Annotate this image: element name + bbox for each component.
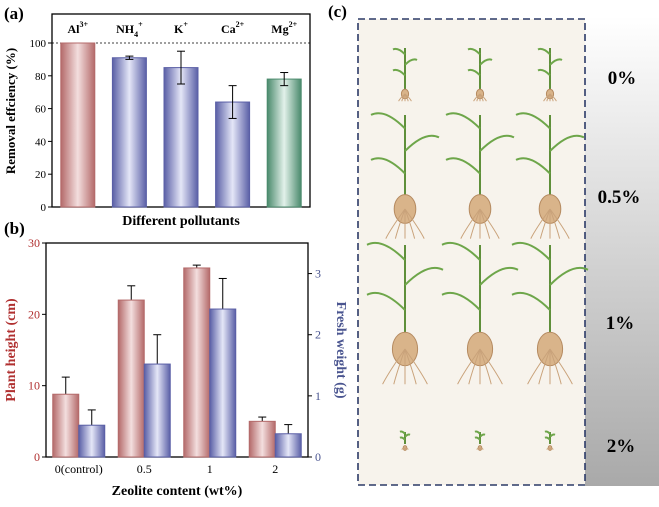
row-label-3: 2% xyxy=(607,436,636,457)
seedling xyxy=(467,47,493,102)
y-tick-label: 40 xyxy=(35,136,47,148)
bar xyxy=(111,57,147,208)
panel-b-left-y-ticks: 0 10 20 30 xyxy=(28,236,46,464)
seedling xyxy=(441,241,519,385)
seedling xyxy=(544,430,556,451)
y-tick-label-right: 2 xyxy=(315,328,321,342)
category-label: 0(control) xyxy=(55,462,103,476)
seedling xyxy=(370,112,440,239)
seedling xyxy=(515,112,585,239)
category-label: 1 xyxy=(207,462,213,476)
y-tick-label-left: 0 xyxy=(34,450,40,464)
panel-c-label: (c) xyxy=(328,2,347,21)
panel-b-x-axis-label: Zeolite content (wt%) xyxy=(112,484,243,499)
panel-c-gradient-strip xyxy=(585,16,659,486)
seedling xyxy=(511,241,589,385)
category-label: 0.5 xyxy=(137,462,152,476)
panel-c-dashed-frame xyxy=(357,18,586,486)
bar xyxy=(163,67,199,208)
bar xyxy=(60,42,96,208)
y-tick-label: 100 xyxy=(30,38,47,50)
seedling xyxy=(366,241,444,385)
bar xyxy=(209,308,237,458)
category-label: K+ xyxy=(174,20,188,36)
seedling-photo-area xyxy=(366,47,589,451)
bar xyxy=(143,363,171,458)
category-label: Al3+ xyxy=(68,20,89,36)
y-tick-label-right: 3 xyxy=(315,267,321,281)
y-tick-label-right: 1 xyxy=(315,389,321,403)
bar xyxy=(266,78,302,208)
panel-a-y-ticks: 0 20 40 60 80 100 xyxy=(30,38,310,214)
y-tick-label-left: 20 xyxy=(28,307,40,321)
seedling xyxy=(474,430,486,451)
row-label-0: 0% xyxy=(608,68,637,89)
y-tick-label: 0 xyxy=(41,202,47,214)
bar xyxy=(117,299,145,458)
y-tick-label: 60 xyxy=(35,104,47,116)
panel-b-right-axis-label: Fresh weight (g) xyxy=(333,302,348,399)
y-tick-label: 80 xyxy=(35,71,47,83)
y-tick-label: 20 xyxy=(35,169,47,181)
bar xyxy=(248,420,276,458)
panel-c: (c) 0% 0.5% 1% 2% xyxy=(328,2,659,486)
seedling xyxy=(392,47,418,102)
y-tick-label-right: 0 xyxy=(315,450,321,464)
panel-b-bars xyxy=(52,264,302,458)
bar xyxy=(52,393,80,458)
category-label: Ca2+ xyxy=(221,20,245,36)
row-label-2: 1% xyxy=(606,313,635,334)
seedling xyxy=(445,112,515,239)
panel-a-label: (a) xyxy=(4,4,24,23)
panel-a-x-axis-label: Different pollutants xyxy=(122,214,240,229)
y-tick-label-left: 30 xyxy=(28,236,40,250)
seedling xyxy=(537,47,563,102)
panel-b-category-labels: 0(control) 0.5 1 2 xyxy=(55,462,278,476)
seedling xyxy=(399,430,411,451)
category-label: Mg2+ xyxy=(271,20,297,36)
bar xyxy=(215,101,251,208)
category-label: 2 xyxy=(272,462,278,476)
row-label-1: 0.5% xyxy=(598,187,641,208)
y-tick-label-left: 10 xyxy=(28,379,40,393)
panel-a: (a) 0 20 40 60 80 100 Al3+ NH4+ K+ Ca2+ Mg2+ Remo… xyxy=(3,4,311,229)
panel-b-frame xyxy=(45,242,309,458)
panel-a-bars xyxy=(60,42,302,208)
panel-a-category-labels: Al3+ NH4+ K+ Ca2+ Mg2+ xyxy=(68,20,298,39)
category-label: NH4+ xyxy=(116,20,143,39)
panel-b-left-axis-label: Plant height (cm) xyxy=(4,298,19,402)
bar xyxy=(78,424,106,458)
panel-a-y-axis-label: Removal effciency (%) xyxy=(3,48,18,174)
bar xyxy=(183,267,211,458)
panel-b-right-y-ticks: 0 1 2 3 xyxy=(308,267,321,464)
panel-b-label: (b) xyxy=(4,219,25,238)
panel-b: (b) 0 10 20 30 0 1 2 3 0(control) 0.5 1 2 Plant h… xyxy=(4,219,348,499)
bar xyxy=(274,433,302,458)
